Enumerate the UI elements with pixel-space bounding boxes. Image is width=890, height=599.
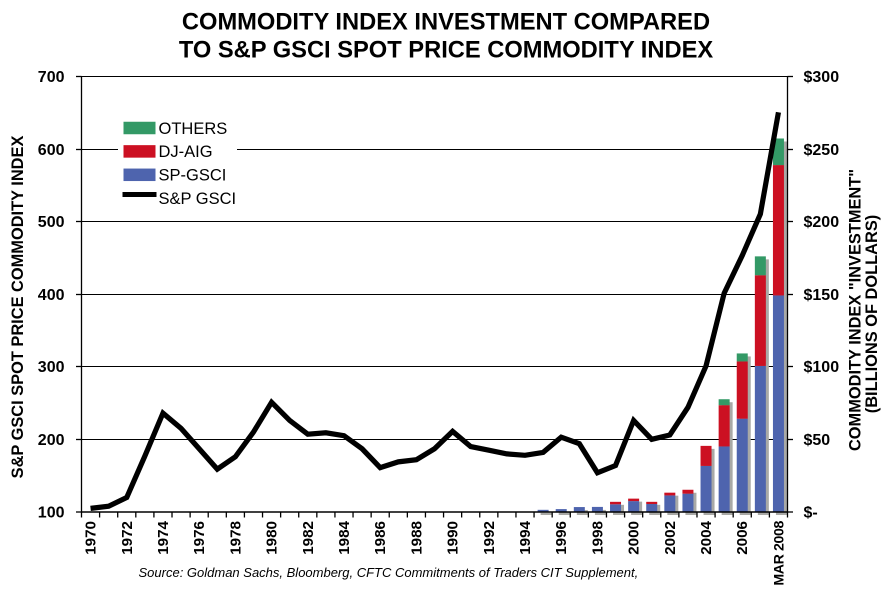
svg-text:SP-GSCI: SP-GSCI <box>159 167 227 185</box>
svg-text:1990: 1990 <box>445 521 462 555</box>
svg-text:2006: 2006 <box>734 521 751 555</box>
svg-text:COMMODITY INDEX "INVESTMENT": COMMODITY INDEX "INVESTMENT" <box>846 169 864 451</box>
svg-text:$-: $- <box>804 505 818 522</box>
svg-text:2004: 2004 <box>698 520 715 554</box>
svg-text:$300: $300 <box>804 69 840 86</box>
svg-text:1994: 1994 <box>517 520 534 554</box>
svg-text:DJ-AIG: DJ-AIG <box>159 143 213 161</box>
svg-text:200: 200 <box>38 432 65 449</box>
svg-text:$250: $250 <box>804 142 840 159</box>
svg-text:MAR 2008: MAR 2008 <box>771 521 787 586</box>
svg-text:2002: 2002 <box>662 521 679 555</box>
svg-text:$100: $100 <box>804 359 840 376</box>
svg-text:1986: 1986 <box>372 521 389 555</box>
svg-text:Source: Goldman Sachs, Bloombe: Source: Goldman Sachs, Bloomberg, CFTC C… <box>139 565 639 580</box>
svg-text:1976: 1976 <box>191 521 208 555</box>
svg-text:COMMODITY INDEX INVESTMENT COM: COMMODITY INDEX INVESTMENT COMPARED <box>182 9 710 35</box>
svg-text:2000: 2000 <box>626 521 643 555</box>
svg-text:1998: 1998 <box>589 521 606 555</box>
svg-text:1992: 1992 <box>481 521 498 555</box>
svg-text:1974: 1974 <box>155 520 172 554</box>
svg-text:1996: 1996 <box>553 521 570 555</box>
svg-text:$150: $150 <box>804 287 840 304</box>
svg-text:1984: 1984 <box>336 520 353 554</box>
svg-text:1970: 1970 <box>83 521 100 555</box>
svg-text:TO S&P GSCI SPOT PRICE COMMODI: TO S&P GSCI SPOT PRICE COMMODITY INDEX <box>179 37 714 63</box>
svg-text:700: 700 <box>38 69 65 86</box>
svg-text:1972: 1972 <box>119 521 136 555</box>
svg-text:500: 500 <box>38 214 65 231</box>
svg-text:1982: 1982 <box>300 521 317 555</box>
svg-text:(BILLIONS OF DOLLARS): (BILLIONS OF DOLLARS) <box>863 215 881 414</box>
svg-text:$200: $200 <box>804 214 840 231</box>
svg-text:100: 100 <box>38 505 65 522</box>
svg-text:1978: 1978 <box>227 521 244 555</box>
svg-text:OTHERS: OTHERS <box>159 120 228 138</box>
svg-text:300: 300 <box>38 359 65 376</box>
svg-text:600: 600 <box>38 142 65 159</box>
svg-text:S&P GSCI: S&P GSCI <box>159 190 237 208</box>
svg-text:S&P GSCI SPOT PRICE COMMODITY: S&P GSCI SPOT PRICE COMMODITY INDEX <box>9 136 27 479</box>
svg-text:1988: 1988 <box>408 521 425 555</box>
svg-text:$50: $50 <box>804 432 831 449</box>
svg-text:400: 400 <box>38 287 65 304</box>
svg-text:1980: 1980 <box>264 521 281 555</box>
